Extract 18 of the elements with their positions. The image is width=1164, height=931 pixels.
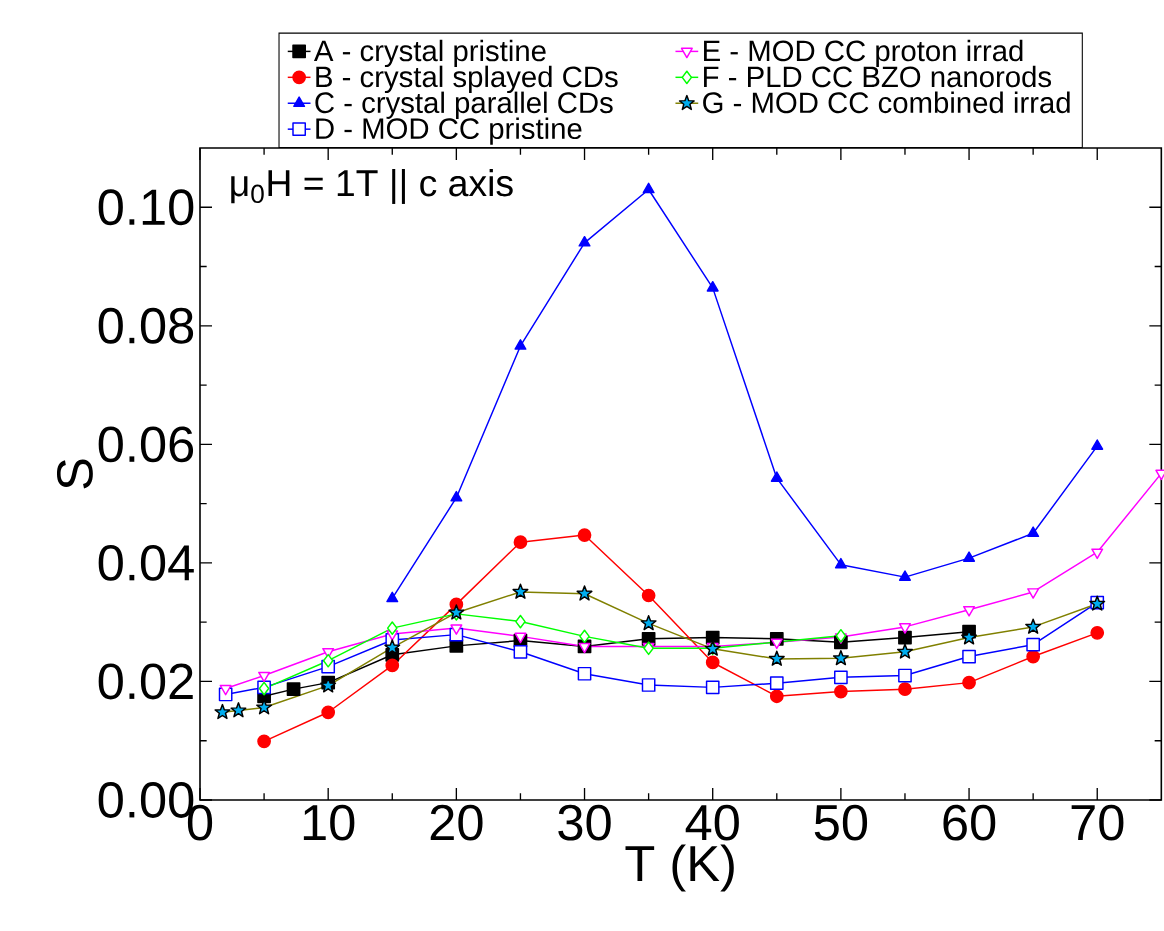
x-tick-label: 60 — [943, 804, 996, 841]
y-tick-label: 0.06 — [98, 426, 194, 463]
x-tick-label: 50 — [814, 804, 868, 841]
legend-label: D - MOD CC pristine — [316, 117, 582, 146]
y-axis-title: S — [56, 459, 93, 489]
legend-label: G - MOD CC combined irrad — [703, 91, 1070, 114]
legend-label: F - PLD CC BZO nanorods — [704, 65, 1052, 88]
x-tick-label: 70 — [1071, 804, 1124, 841]
y-tick-label: 0.02 — [98, 663, 193, 700]
x-tick-label: 40 — [685, 804, 739, 841]
x-tick-label: 20 — [430, 804, 483, 841]
x-tick-label: 10 — [303, 804, 355, 841]
y-tick-label: 0.04 — [98, 545, 194, 582]
annotation: μ$_{0}$H = 1T || c axis — [231, 169, 513, 205]
x-axis-title: T (K) — [625, 844, 734, 892]
x-tick-label: 30 — [558, 804, 611, 841]
y-tick-label: 0.08 — [98, 308, 194, 344]
y-tick-label: 0.10 — [98, 189, 194, 226]
